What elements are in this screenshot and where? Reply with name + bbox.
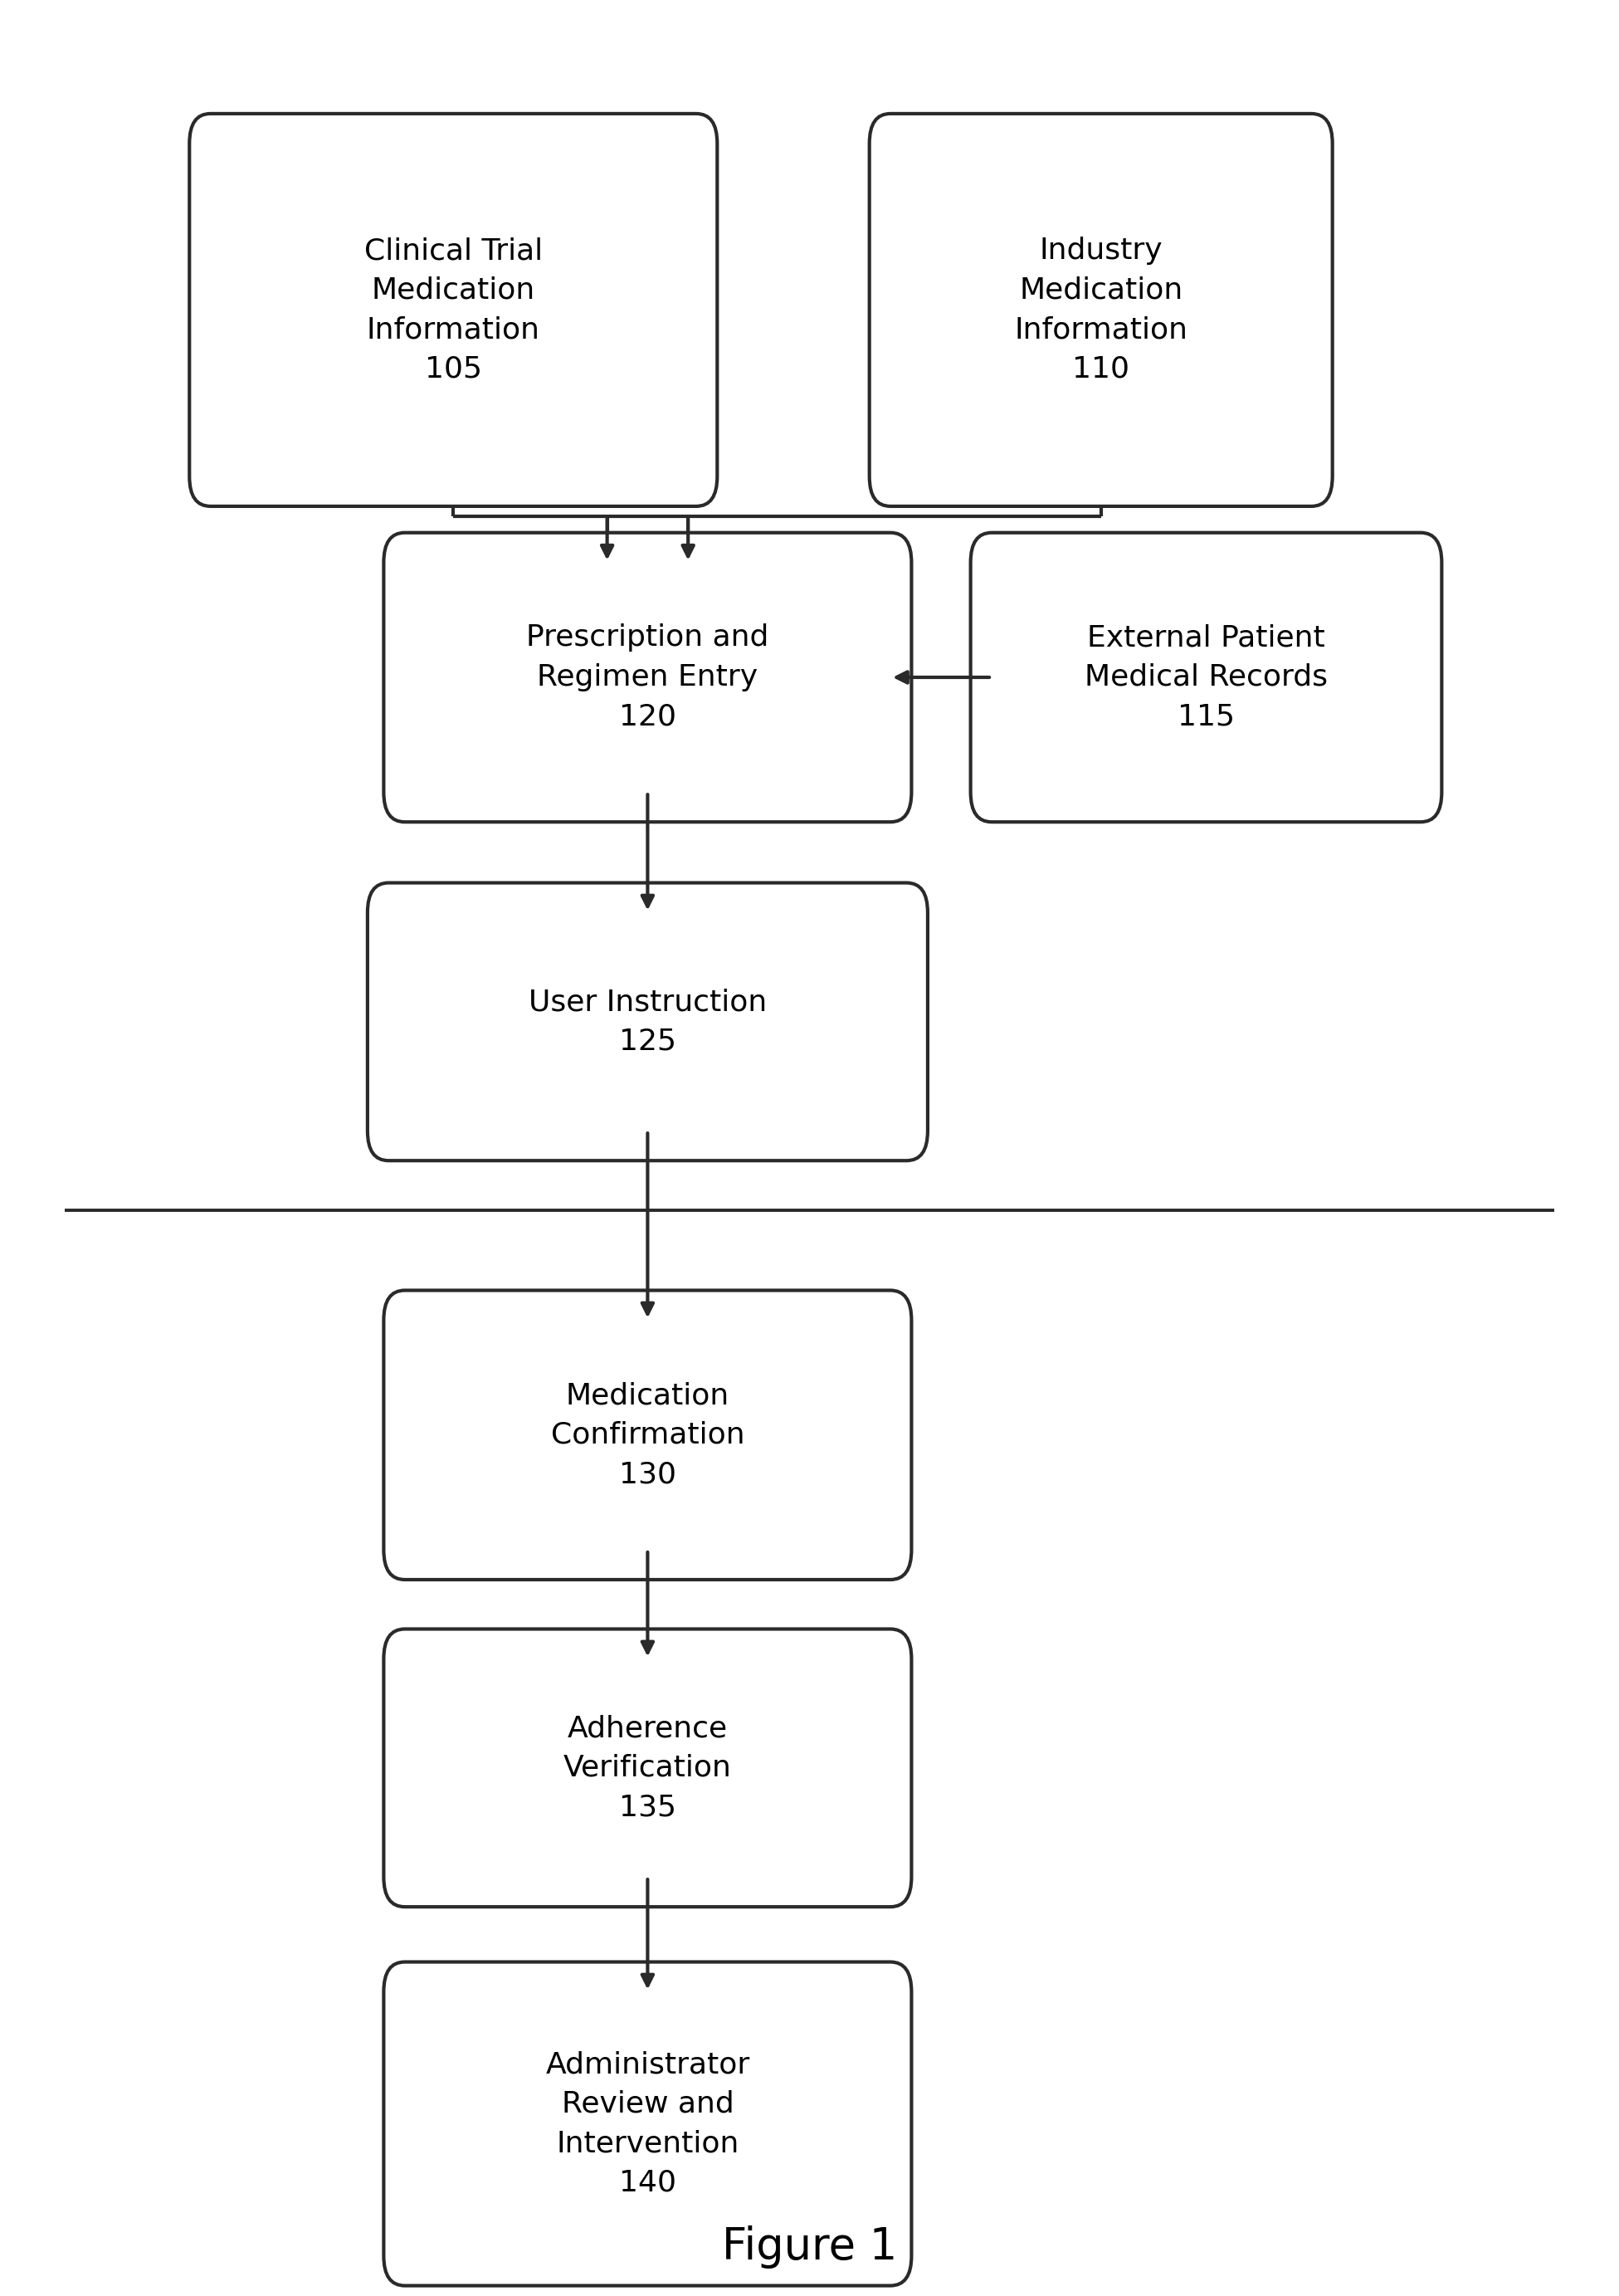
FancyBboxPatch shape <box>384 1961 911 2287</box>
Text: Industry
Medication
Information
110: Industry Medication Information 110 <box>1013 236 1188 383</box>
Text: Administrator
Review and
Intervention
140: Administrator Review and Intervention 14… <box>546 2050 750 2197</box>
FancyBboxPatch shape <box>368 882 928 1162</box>
FancyBboxPatch shape <box>189 115 717 507</box>
Text: External Patient
Medical Records
115: External Patient Medical Records 115 <box>1085 625 1328 730</box>
Text: Prescription and
Regimen Entry
120: Prescription and Regimen Entry 120 <box>526 625 769 730</box>
Text: Adherence
Verification
135: Adherence Verification 135 <box>563 1715 732 1821</box>
FancyBboxPatch shape <box>971 533 1443 822</box>
FancyBboxPatch shape <box>384 533 911 822</box>
Text: Clinical Trial
Medication
Information
105: Clinical Trial Medication Information 10… <box>364 236 542 383</box>
Text: User Instruction
125: User Instruction 125 <box>528 987 767 1056</box>
FancyBboxPatch shape <box>384 1290 911 1580</box>
Text: Figure 1: Figure 1 <box>722 2225 897 2268</box>
Text: Medication
Confirmation
130: Medication Confirmation 130 <box>550 1382 745 1488</box>
FancyBboxPatch shape <box>384 1630 911 1906</box>
FancyBboxPatch shape <box>869 115 1332 507</box>
